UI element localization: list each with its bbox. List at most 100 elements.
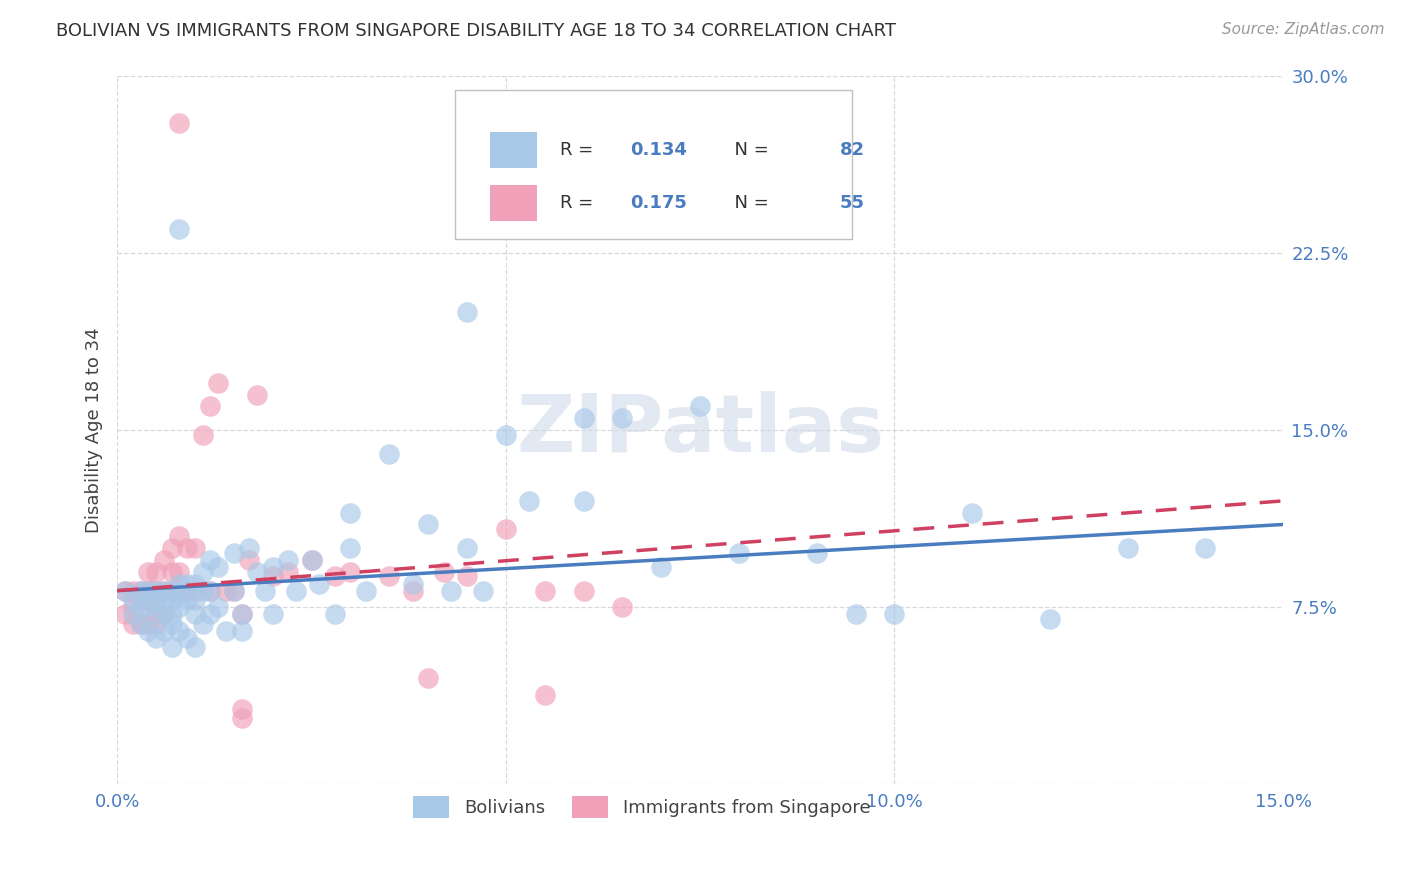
- Point: [200, 400, 222, 414]
- Point: [136, 616, 159, 631]
- Point: [121, 607, 143, 622]
- Point: [169, 565, 191, 579]
- Point: [129, 616, 152, 631]
- Point: [1039, 612, 1062, 626]
- Point: [191, 583, 214, 598]
- Point: [238, 553, 260, 567]
- Point: [960, 506, 983, 520]
- Point: [323, 569, 346, 583]
- Point: [114, 583, 136, 598]
- Point: [200, 607, 222, 622]
- Point: [176, 576, 198, 591]
- Point: [160, 640, 183, 655]
- Text: BOLIVIAN VS IMMIGRANTS FROM SINGAPORE DISABILITY AGE 18 TO 34 CORRELATION CHART: BOLIVIAN VS IMMIGRANTS FROM SINGAPORE DI…: [56, 22, 896, 40]
- Point: [184, 583, 207, 598]
- Point: [207, 600, 229, 615]
- Point: [456, 569, 478, 583]
- Legend: Bolivians, Immigrants from Singapore: Bolivians, Immigrants from Singapore: [406, 789, 877, 825]
- Point: [339, 565, 361, 579]
- FancyBboxPatch shape: [491, 186, 537, 221]
- Point: [277, 553, 299, 567]
- Point: [262, 607, 284, 622]
- Text: 0.134: 0.134: [630, 141, 688, 159]
- Point: [215, 583, 238, 598]
- Point: [572, 583, 595, 598]
- Point: [845, 607, 868, 622]
- Point: [169, 529, 191, 543]
- Point: [572, 411, 595, 425]
- Point: [277, 565, 299, 579]
- Point: [121, 600, 143, 615]
- Point: [114, 607, 136, 622]
- Point: [184, 593, 207, 607]
- Point: [253, 583, 276, 598]
- Point: [262, 560, 284, 574]
- Point: [612, 411, 634, 425]
- Point: [160, 593, 183, 607]
- Point: [456, 541, 478, 555]
- Point: [160, 616, 183, 631]
- Point: [231, 607, 253, 622]
- Point: [495, 427, 517, 442]
- Point: [145, 607, 167, 622]
- Point: [169, 600, 191, 615]
- Point: [145, 583, 167, 598]
- Point: [246, 565, 269, 579]
- Point: [121, 616, 143, 631]
- Text: N =: N =: [724, 194, 775, 212]
- Point: [145, 631, 167, 645]
- Point: [153, 553, 176, 567]
- Point: [200, 583, 222, 598]
- Point: [176, 593, 198, 607]
- Text: Source: ZipAtlas.com: Source: ZipAtlas.com: [1222, 22, 1385, 37]
- Text: 55: 55: [839, 194, 865, 212]
- Point: [308, 576, 330, 591]
- Point: [231, 702, 253, 716]
- Point: [160, 565, 183, 579]
- Point: [262, 569, 284, 583]
- Point: [222, 583, 245, 598]
- Point: [572, 494, 595, 508]
- Point: [169, 588, 191, 602]
- Point: [191, 565, 214, 579]
- Point: [495, 522, 517, 536]
- Point: [471, 583, 494, 598]
- FancyBboxPatch shape: [491, 132, 537, 168]
- Point: [200, 583, 222, 598]
- Point: [191, 616, 214, 631]
- Text: 82: 82: [839, 141, 865, 159]
- Point: [153, 607, 176, 622]
- Point: [339, 541, 361, 555]
- Point: [153, 624, 176, 638]
- Point: [114, 583, 136, 598]
- Point: [169, 624, 191, 638]
- Point: [160, 583, 183, 598]
- Point: [169, 116, 191, 130]
- Point: [129, 583, 152, 598]
- Point: [215, 624, 238, 638]
- Point: [231, 711, 253, 725]
- Point: [883, 607, 905, 622]
- Point: [184, 576, 207, 591]
- Point: [153, 607, 176, 622]
- Point: [129, 593, 152, 607]
- Point: [136, 583, 159, 598]
- Text: ZIPatlas: ZIPatlas: [516, 391, 884, 469]
- Point: [136, 583, 159, 598]
- Point: [176, 541, 198, 555]
- Point: [416, 671, 439, 685]
- Point: [160, 583, 183, 598]
- Point: [176, 583, 198, 598]
- Point: [184, 541, 207, 555]
- Point: [728, 546, 751, 560]
- Point: [650, 560, 672, 574]
- Point: [533, 688, 555, 702]
- Point: [145, 600, 167, 615]
- Point: [169, 222, 191, 236]
- Point: [153, 593, 176, 607]
- Point: [612, 600, 634, 615]
- Point: [1116, 541, 1139, 555]
- Point: [169, 576, 191, 591]
- Point: [323, 607, 346, 622]
- Point: [145, 593, 167, 607]
